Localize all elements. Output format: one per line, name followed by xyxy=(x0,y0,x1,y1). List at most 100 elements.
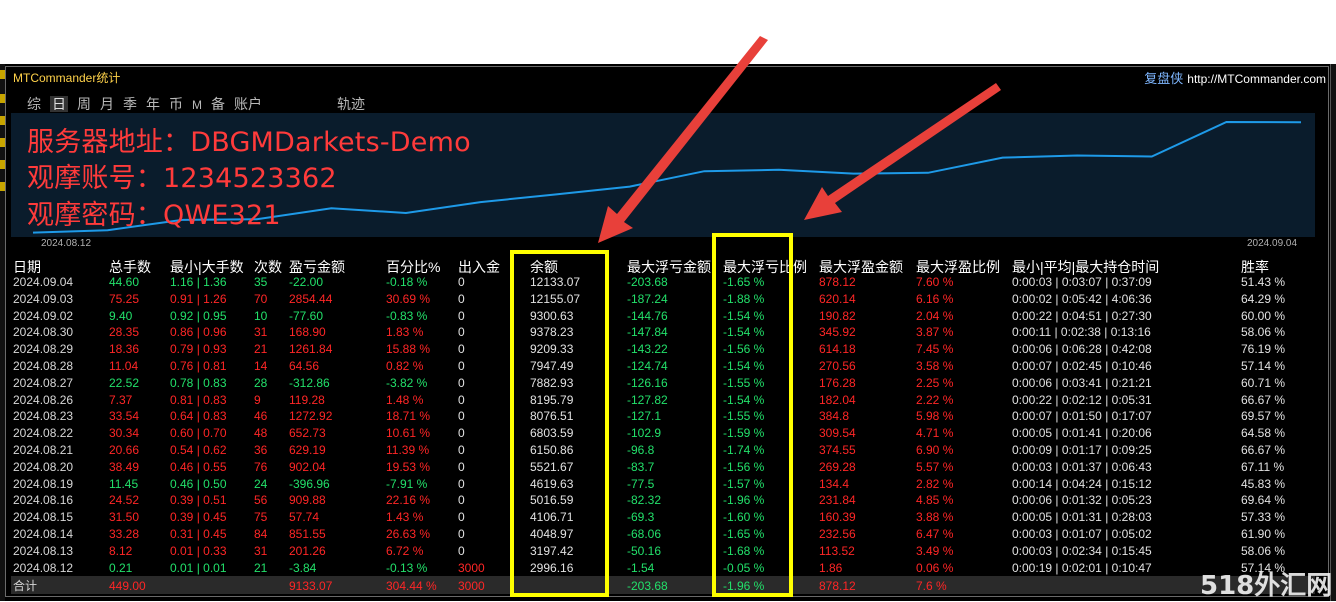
table-cell: 0:00:19 | 0:02:01 | 0:10:47 xyxy=(1012,560,1152,575)
table-cell: 0:00:06 | 0:06:28 | 0:42:08 xyxy=(1012,342,1152,357)
table-cell: 0:00:03 | 0:03:07 | 0:37:09 xyxy=(1012,275,1152,289)
table-cell: 69.57 % xyxy=(1241,409,1286,424)
arrow-to-float-loss xyxy=(804,83,1001,220)
column-header[interactable]: 出入金 xyxy=(458,259,500,275)
table-cell: -1.54 % xyxy=(723,359,765,373)
table-cell: -3.82 % xyxy=(386,375,428,390)
tab-2[interactable]: 周 xyxy=(77,96,91,112)
table-cell: 70 xyxy=(254,291,268,306)
table-cell: 0:00:03 | 0:01:07 | 0:05:02 xyxy=(1012,527,1152,541)
table-cell: 36 xyxy=(254,443,268,457)
table-cell: -1.96 % xyxy=(723,493,765,508)
left-edge-strip xyxy=(0,64,5,601)
total-cell: 7.6 % xyxy=(916,579,947,593)
table-cell: -1.60 % xyxy=(723,510,765,525)
table-cell: 1.83 % xyxy=(386,325,424,340)
column-header[interactable]: 最大浮亏比例 xyxy=(723,259,807,275)
table-cell: 21 xyxy=(254,560,268,575)
table-cell: -7.91 % xyxy=(386,476,428,491)
column-header[interactable]: 日期 xyxy=(13,259,41,275)
table-cell: 4.85 % xyxy=(916,493,954,508)
table-cell: 75 xyxy=(254,510,268,525)
column-header[interactable]: 总手数 xyxy=(109,259,151,275)
table-cell: 0:00:03 | 0:02:34 | 0:15:45 xyxy=(1012,543,1152,558)
table-cell: 0:00:07 | 0:02:45 | 0:10:46 xyxy=(1012,359,1152,373)
column-header[interactable]: 胜率 xyxy=(1241,259,1269,275)
table-cell: 0.86 | 0.96 xyxy=(170,325,227,340)
right-scrollbar[interactable] xyxy=(1330,64,1336,601)
table-cell: -203.68 xyxy=(627,275,668,289)
table-cell: 0 xyxy=(458,476,465,491)
column-header[interactable]: 次数 xyxy=(254,259,282,275)
table-cell: 629.19 xyxy=(289,443,326,457)
row-date: 2024.08.13 xyxy=(13,543,74,558)
total-cell: 9133.07 xyxy=(289,579,333,593)
tab-1[interactable]: 日 xyxy=(50,96,68,112)
row-date: 2024.08.19 xyxy=(13,476,74,491)
column-header[interactable]: 盈亏金额 xyxy=(289,259,345,275)
tab-4[interactable]: 季 xyxy=(123,96,137,112)
table-cell: 231.84 xyxy=(819,493,856,508)
table-cell: 9300.63 xyxy=(530,308,574,323)
row-date: 2024.08.27 xyxy=(13,375,74,390)
table-cell: -22.00 xyxy=(289,275,324,289)
table-cell: 0.46 | 0.55 xyxy=(170,459,227,474)
table-cell: 0.64 | 0.83 xyxy=(170,409,227,424)
table-cell: 60.00 % xyxy=(1241,308,1286,323)
brand-url[interactable]: http://MTCommander.com xyxy=(1187,72,1326,86)
tab-9[interactable]: 账户 xyxy=(234,96,262,112)
table-cell: 0.21 xyxy=(109,560,133,575)
table-cell: 1.16 | 1.36 xyxy=(170,275,227,289)
brand-link[interactable]: 复盘侠 http://MTCommander.com xyxy=(1144,68,1326,87)
column-header[interactable]: 最小|平均|最大持仓时间 xyxy=(1012,259,1160,275)
tab-7[interactable]: M xyxy=(192,98,202,112)
tab-5[interactable]: 年 xyxy=(146,96,160,112)
tab-10[interactable]: 轨迹 xyxy=(337,96,365,112)
table-cell: 0.79 | 0.93 xyxy=(170,342,227,357)
period-tabs: 综日周月季年币 M 备账户 轨迹 xyxy=(27,94,374,114)
column-header[interactable]: 最大浮盈比例 xyxy=(916,259,1000,275)
table-cell: 4048.97 xyxy=(530,527,574,541)
column-header[interactable]: 最大浮亏金额 xyxy=(627,259,711,275)
column-header[interactable]: 最小|大手数 xyxy=(170,259,244,275)
equity-chart-svg xyxy=(32,120,1302,234)
table-cell: 45.83 % xyxy=(1241,476,1286,491)
table-cell: 878.12 xyxy=(819,275,856,289)
table-cell: 2854.44 xyxy=(289,291,333,306)
table-cell: 58.06 % xyxy=(1241,325,1286,340)
table-cell: 1.43 % xyxy=(386,510,424,525)
tab-6[interactable]: 币 xyxy=(169,96,183,112)
table-cell: 0:00:06 | 0:03:41 | 0:21:21 xyxy=(1012,375,1152,390)
column-header[interactable]: 最大浮盈金额 xyxy=(819,259,903,275)
table-cell: 902.04 xyxy=(289,459,326,474)
brand-name: 复盘侠 xyxy=(1144,71,1184,86)
table-cell: 909.88 xyxy=(289,493,326,508)
table-cell: -0.83 % xyxy=(386,308,428,323)
table-cell: 0 xyxy=(458,308,465,323)
table-cell: 176.28 xyxy=(819,375,856,390)
column-header[interactable]: 百分比% xyxy=(386,259,441,275)
table-cell: -77.5 xyxy=(627,476,655,491)
table-cell: 8.12 xyxy=(109,543,133,558)
table-cell: -127.82 xyxy=(627,392,668,407)
tab-3[interactable]: 月 xyxy=(100,96,114,112)
table-cell: 67.11 % xyxy=(1241,459,1285,474)
watermark-text: 518外汇网 xyxy=(1200,571,1333,601)
tab-8[interactable]: 备 xyxy=(211,96,225,112)
table-cell: -144.76 xyxy=(627,308,668,323)
table-cell: 12133.07 xyxy=(530,275,581,289)
table-cell: 0.92 | 0.95 xyxy=(170,308,227,323)
table-cell: -124.74 xyxy=(627,359,668,373)
table-cell: 201.26 xyxy=(289,543,326,558)
table-cell: 0.91 | 1.26 xyxy=(170,291,227,306)
table-cell: 18.36 xyxy=(109,342,140,357)
row-date: 2024.08.21 xyxy=(13,443,74,457)
table-cell: -77.60 xyxy=(289,308,324,323)
table-cell: 4619.63 xyxy=(530,476,574,491)
table-cell: 620.14 xyxy=(819,291,856,306)
column-header[interactable]: 余额 xyxy=(530,259,558,275)
table-cell: 0.01 | 0.33 xyxy=(170,543,227,558)
tab-0[interactable]: 综 xyxy=(27,96,41,112)
table-cell: -50.16 xyxy=(627,543,662,558)
table-cell: -1.55 % xyxy=(723,375,765,390)
